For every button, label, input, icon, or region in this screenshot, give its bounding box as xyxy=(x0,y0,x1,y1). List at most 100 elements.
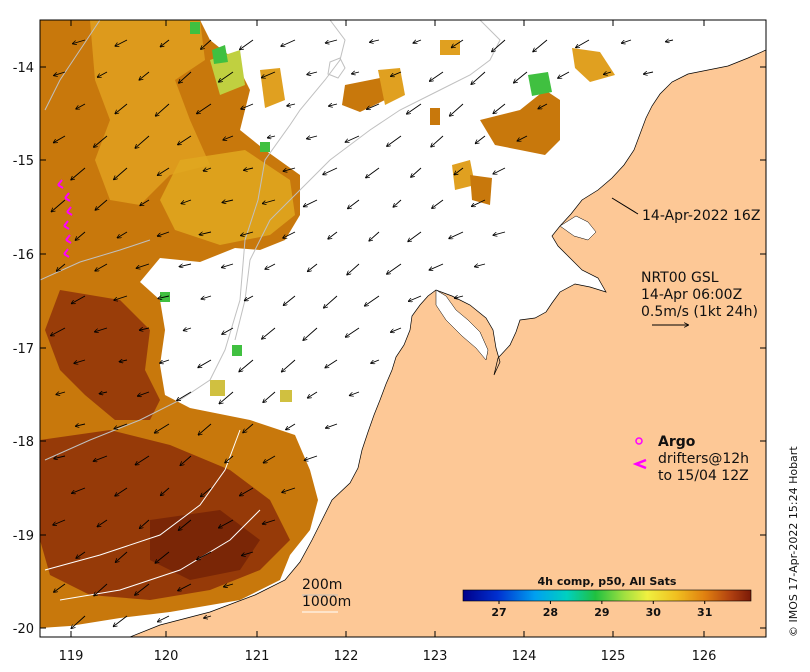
current-arrow xyxy=(345,135,360,142)
lat-tick-label: -16 xyxy=(13,248,34,263)
current-arrow xyxy=(393,199,402,207)
colorbar-gradient xyxy=(462,589,752,602)
current-arrow xyxy=(76,551,86,558)
current-arrow xyxy=(224,584,234,587)
current-arrow xyxy=(347,263,360,275)
current-arrow xyxy=(198,423,212,435)
current-vectors xyxy=(51,39,674,628)
current-arrow xyxy=(158,167,170,175)
lat-tick-label: -17 xyxy=(13,342,34,357)
colorbar-tick-label: 27 xyxy=(491,606,506,619)
colorbar-title: 4h comp, p50, All Sats xyxy=(538,575,677,588)
current-arrow xyxy=(116,551,128,562)
current-arrow xyxy=(94,455,108,461)
current-arrow xyxy=(179,263,192,267)
current-arrow xyxy=(197,103,212,114)
current-arrow xyxy=(94,583,108,596)
current-arrow xyxy=(408,231,422,241)
current-arrow xyxy=(180,455,192,465)
current-arrow xyxy=(201,295,212,299)
current-arrow xyxy=(604,72,612,74)
current-arrow xyxy=(263,519,276,524)
current-arrow xyxy=(283,231,296,238)
current-arrow xyxy=(178,583,192,591)
current-arrow xyxy=(54,135,66,143)
current-arrow xyxy=(307,72,318,75)
current-arrow xyxy=(308,263,318,271)
current-arrow xyxy=(281,39,296,46)
current-arrow xyxy=(284,295,296,305)
current-arrow xyxy=(135,455,150,465)
current-arrow xyxy=(136,263,150,268)
current-arrow xyxy=(367,103,380,109)
current-arrow xyxy=(366,167,380,178)
current-arrow xyxy=(492,39,506,52)
current-arrow xyxy=(51,327,66,336)
current-arrow xyxy=(454,167,464,175)
current-arrow xyxy=(286,423,296,430)
lat-axis: -14 -15 -16 -17 -18 -19 -20 xyxy=(13,61,766,637)
current-arrow xyxy=(391,327,402,332)
inlet xyxy=(435,289,489,361)
current-arrow xyxy=(138,391,150,396)
lon-tick-label: 123 xyxy=(423,649,448,664)
lon-tick-label: 122 xyxy=(334,649,359,664)
current-arrow xyxy=(323,167,338,174)
current-arrow xyxy=(471,71,486,84)
current-arrow xyxy=(53,519,66,525)
current-arrow xyxy=(240,487,254,496)
colorbar: 4h comp, p50, All Sats 27 28 29 30 31 xyxy=(462,575,752,619)
lon-tick-label: 119 xyxy=(59,649,84,664)
current-arrow xyxy=(177,391,192,401)
current-arrow xyxy=(76,103,86,109)
current-arrow xyxy=(158,615,170,622)
current-arrow xyxy=(262,71,276,78)
argo-marker-icon xyxy=(635,437,643,445)
current-arrow xyxy=(263,455,276,463)
current-arrow xyxy=(198,359,212,367)
colorbar-tick-label: 30 xyxy=(646,606,662,619)
lat-tick-label: -20 xyxy=(13,622,34,637)
current-arrow xyxy=(450,103,464,116)
colorbar-tick-label: 28 xyxy=(543,606,558,619)
current-arrow xyxy=(493,231,506,235)
current-arrow xyxy=(178,135,192,145)
drifters-label: drifters@12h xyxy=(658,451,749,467)
current-arrow xyxy=(517,135,528,141)
current-arrow xyxy=(156,103,170,116)
current-arrow xyxy=(219,71,234,82)
current-arrow xyxy=(387,135,402,146)
current-arrow xyxy=(243,423,254,433)
current-arrow xyxy=(352,72,360,74)
lat-tick-label: -15 xyxy=(13,154,34,169)
current-arrow xyxy=(201,39,212,49)
plot-area xyxy=(40,20,766,637)
lat-tick-label: -14 xyxy=(13,61,34,76)
current-arrow xyxy=(371,359,380,363)
current-arrow xyxy=(179,71,192,83)
current-arrow xyxy=(265,263,276,269)
current-arrow xyxy=(75,231,86,240)
current-arrow xyxy=(74,359,86,363)
current-arrow xyxy=(184,328,192,330)
lat-tick-label: -18 xyxy=(13,435,34,450)
current-arrow xyxy=(71,615,86,628)
current-arrow xyxy=(533,39,548,52)
model-scale-label: 0.5m/s (1kt 24h) xyxy=(641,304,758,320)
current-arrow xyxy=(54,456,66,459)
current-arrow xyxy=(493,103,506,113)
current-arrow xyxy=(71,167,86,180)
current-arrow xyxy=(346,327,360,337)
lon-tick-label: 120 xyxy=(154,649,179,664)
current-arrow xyxy=(160,359,170,363)
current-arrow xyxy=(158,231,170,236)
current-arrow xyxy=(204,616,212,618)
current-arrow xyxy=(135,135,150,148)
current-arrow xyxy=(576,39,590,48)
current-arrow xyxy=(114,295,128,300)
current-arrow xyxy=(241,231,254,236)
current-arrow xyxy=(430,71,444,81)
lon-tick-label: 126 xyxy=(692,649,717,664)
model-time-label: 14-Apr 06:00Z xyxy=(641,287,742,303)
current-arrow xyxy=(140,199,150,205)
